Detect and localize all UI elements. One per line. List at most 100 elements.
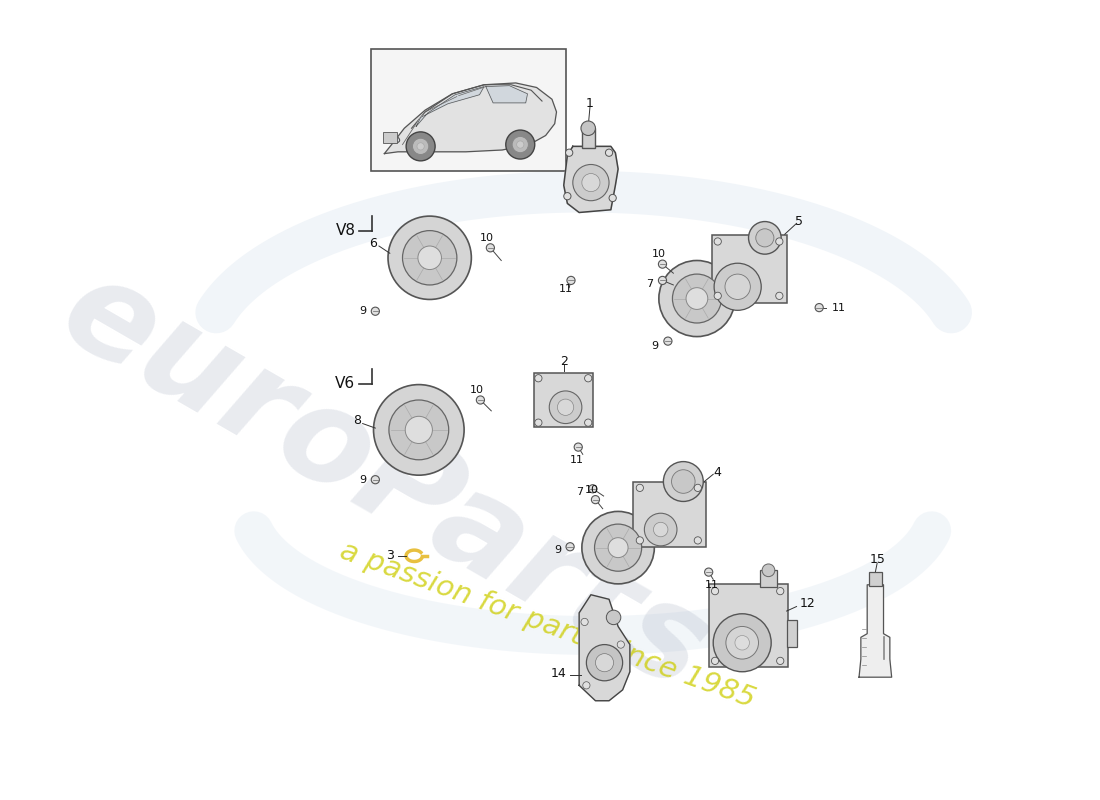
Text: euroParts: euroParts <box>40 246 729 718</box>
Circle shape <box>712 658 718 665</box>
Circle shape <box>606 610 620 625</box>
Circle shape <box>412 138 429 154</box>
Circle shape <box>672 274 722 323</box>
Circle shape <box>815 303 823 312</box>
Polygon shape <box>416 86 484 126</box>
Circle shape <box>565 149 573 156</box>
Circle shape <box>584 374 592 382</box>
Circle shape <box>726 626 759 659</box>
Text: 9: 9 <box>554 546 561 555</box>
Polygon shape <box>859 585 892 677</box>
Polygon shape <box>579 594 630 701</box>
Circle shape <box>659 260 667 268</box>
Circle shape <box>645 514 676 546</box>
Text: 10: 10 <box>470 385 484 395</box>
Bar <box>708 584 789 667</box>
Circle shape <box>584 419 592 426</box>
Circle shape <box>558 399 574 415</box>
Text: 12: 12 <box>800 598 815 610</box>
Circle shape <box>374 385 464 475</box>
Circle shape <box>663 462 703 502</box>
Circle shape <box>713 614 771 672</box>
Text: 11: 11 <box>704 580 718 590</box>
Circle shape <box>583 682 590 689</box>
Circle shape <box>605 149 613 156</box>
Text: 10: 10 <box>585 485 598 494</box>
Circle shape <box>694 484 702 491</box>
Text: 9: 9 <box>360 306 366 316</box>
Text: 11: 11 <box>570 454 583 465</box>
Polygon shape <box>486 86 528 103</box>
Circle shape <box>663 337 672 345</box>
Circle shape <box>714 263 761 310</box>
Circle shape <box>517 141 524 148</box>
Circle shape <box>372 307 379 315</box>
Circle shape <box>588 485 597 493</box>
Circle shape <box>563 193 571 200</box>
Circle shape <box>535 374 542 382</box>
Circle shape <box>725 274 750 299</box>
Circle shape <box>486 244 495 252</box>
Circle shape <box>592 495 600 504</box>
Circle shape <box>609 194 616 202</box>
Text: 11: 11 <box>832 302 846 313</box>
Circle shape <box>513 137 528 153</box>
Text: 14: 14 <box>551 667 566 680</box>
Circle shape <box>714 238 722 245</box>
Circle shape <box>712 587 718 594</box>
Text: 9: 9 <box>651 341 659 350</box>
Circle shape <box>388 216 472 299</box>
Circle shape <box>762 564 774 577</box>
Circle shape <box>566 542 574 551</box>
Circle shape <box>636 484 644 491</box>
Circle shape <box>659 261 735 337</box>
Circle shape <box>586 645 623 681</box>
Circle shape <box>566 276 575 285</box>
Text: 10: 10 <box>480 233 494 243</box>
Circle shape <box>595 654 614 672</box>
Circle shape <box>574 443 582 451</box>
Text: 4: 4 <box>713 466 721 479</box>
Circle shape <box>694 537 702 544</box>
Circle shape <box>403 230 456 285</box>
Text: V6: V6 <box>336 376 355 391</box>
Bar <box>582 128 594 148</box>
Polygon shape <box>563 146 618 213</box>
Text: 2: 2 <box>560 355 568 369</box>
Text: 5: 5 <box>795 215 803 228</box>
Circle shape <box>582 511 654 584</box>
Circle shape <box>406 132 436 161</box>
Text: 1: 1 <box>586 98 594 110</box>
Bar <box>634 482 706 546</box>
Ellipse shape <box>387 135 399 143</box>
Circle shape <box>372 476 379 484</box>
Text: a passion for parts since 1985: a passion for parts since 1985 <box>336 536 759 713</box>
Circle shape <box>535 419 542 426</box>
Bar <box>371 49 565 171</box>
Circle shape <box>582 174 600 192</box>
Circle shape <box>417 142 425 150</box>
Circle shape <box>581 121 595 135</box>
Polygon shape <box>384 83 557 154</box>
Text: 7: 7 <box>576 487 584 498</box>
Circle shape <box>608 538 628 558</box>
Text: 9: 9 <box>360 474 366 485</box>
Circle shape <box>549 391 582 423</box>
Circle shape <box>686 288 707 310</box>
Bar <box>760 570 777 586</box>
Text: 6: 6 <box>370 237 377 250</box>
Bar <box>383 132 397 142</box>
Circle shape <box>714 292 722 299</box>
Circle shape <box>659 276 667 285</box>
Circle shape <box>418 246 441 270</box>
Circle shape <box>756 229 774 247</box>
Text: 7: 7 <box>647 279 653 289</box>
Circle shape <box>506 130 535 159</box>
Bar <box>713 235 786 303</box>
Circle shape <box>748 222 781 254</box>
Circle shape <box>581 618 589 626</box>
Circle shape <box>617 641 625 648</box>
Bar <box>869 572 882 586</box>
Circle shape <box>671 470 695 494</box>
Bar <box>534 373 593 427</box>
